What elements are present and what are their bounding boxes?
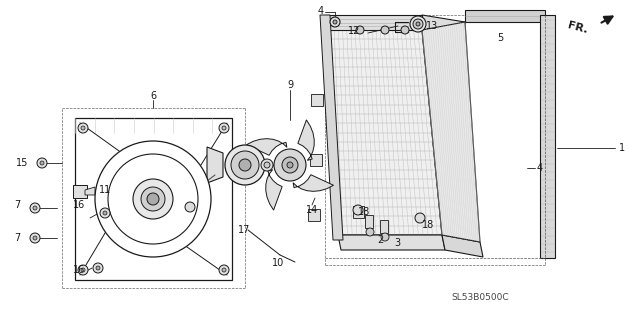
Text: 7: 7 — [13, 200, 20, 210]
Circle shape — [381, 26, 389, 34]
Circle shape — [413, 19, 423, 29]
Text: 4: 4 — [537, 163, 543, 173]
Text: 3: 3 — [394, 238, 400, 248]
Text: 18: 18 — [422, 220, 434, 230]
Circle shape — [225, 145, 265, 185]
Polygon shape — [207, 147, 223, 183]
Circle shape — [381, 233, 389, 241]
Text: 1: 1 — [619, 143, 625, 153]
Circle shape — [219, 123, 229, 133]
Circle shape — [231, 151, 259, 179]
Circle shape — [95, 141, 211, 257]
Polygon shape — [293, 175, 333, 191]
Circle shape — [274, 149, 306, 181]
Text: 6: 6 — [150, 91, 156, 101]
Polygon shape — [320, 15, 343, 240]
Polygon shape — [246, 139, 287, 155]
Circle shape — [222, 126, 226, 130]
Circle shape — [141, 187, 165, 211]
Circle shape — [264, 162, 270, 168]
Text: 15: 15 — [16, 158, 28, 168]
Polygon shape — [353, 206, 364, 218]
Text: 18: 18 — [358, 207, 370, 217]
Circle shape — [40, 161, 44, 165]
Circle shape — [366, 228, 374, 236]
Text: 9: 9 — [287, 80, 293, 90]
Circle shape — [239, 159, 251, 171]
Polygon shape — [422, 22, 480, 242]
Circle shape — [415, 213, 425, 223]
Circle shape — [401, 26, 409, 34]
Polygon shape — [365, 215, 373, 228]
Polygon shape — [308, 209, 321, 221]
Polygon shape — [85, 187, 95, 195]
Circle shape — [261, 159, 273, 171]
Circle shape — [33, 236, 37, 240]
Circle shape — [78, 123, 88, 133]
Circle shape — [33, 206, 37, 210]
Circle shape — [222, 268, 226, 272]
Polygon shape — [310, 154, 322, 166]
Text: 16: 16 — [73, 265, 85, 275]
Circle shape — [37, 158, 47, 168]
Text: 13: 13 — [426, 21, 438, 31]
Circle shape — [356, 26, 364, 34]
Text: 10: 10 — [272, 258, 284, 268]
Circle shape — [219, 265, 229, 275]
Circle shape — [100, 208, 110, 218]
Polygon shape — [380, 220, 388, 233]
Circle shape — [81, 268, 85, 272]
Text: 5: 5 — [497, 33, 503, 43]
Polygon shape — [465, 10, 545, 22]
Circle shape — [287, 162, 293, 168]
Polygon shape — [73, 185, 87, 198]
Text: 12: 12 — [348, 26, 360, 36]
Text: SL53B0500C: SL53B0500C — [451, 293, 509, 302]
Text: 14: 14 — [306, 205, 318, 215]
Polygon shape — [75, 118, 232, 280]
Text: 2: 2 — [377, 235, 383, 245]
Circle shape — [330, 17, 340, 27]
Circle shape — [81, 126, 85, 130]
Polygon shape — [442, 235, 483, 257]
Polygon shape — [298, 120, 314, 160]
Circle shape — [133, 179, 173, 219]
Circle shape — [282, 157, 298, 173]
Text: 4: 4 — [318, 6, 324, 16]
Circle shape — [96, 266, 100, 270]
Circle shape — [103, 211, 107, 215]
Circle shape — [353, 205, 363, 215]
Circle shape — [93, 263, 103, 273]
Circle shape — [78, 265, 88, 275]
Text: 17: 17 — [237, 225, 250, 235]
Circle shape — [30, 203, 40, 213]
Polygon shape — [325, 15, 422, 30]
Circle shape — [410, 16, 426, 32]
Polygon shape — [311, 94, 323, 106]
Text: 16: 16 — [73, 200, 85, 210]
Text: FR.: FR. — [566, 20, 589, 35]
Polygon shape — [540, 15, 555, 258]
Circle shape — [147, 193, 159, 205]
Circle shape — [30, 233, 40, 243]
Circle shape — [416, 22, 420, 26]
Polygon shape — [330, 30, 442, 235]
Polygon shape — [338, 235, 445, 250]
Polygon shape — [422, 15, 465, 30]
Circle shape — [185, 202, 195, 212]
Circle shape — [108, 154, 198, 244]
Polygon shape — [266, 170, 282, 210]
Circle shape — [333, 20, 337, 24]
Text: 11: 11 — [99, 185, 111, 195]
Text: 7: 7 — [13, 233, 20, 243]
